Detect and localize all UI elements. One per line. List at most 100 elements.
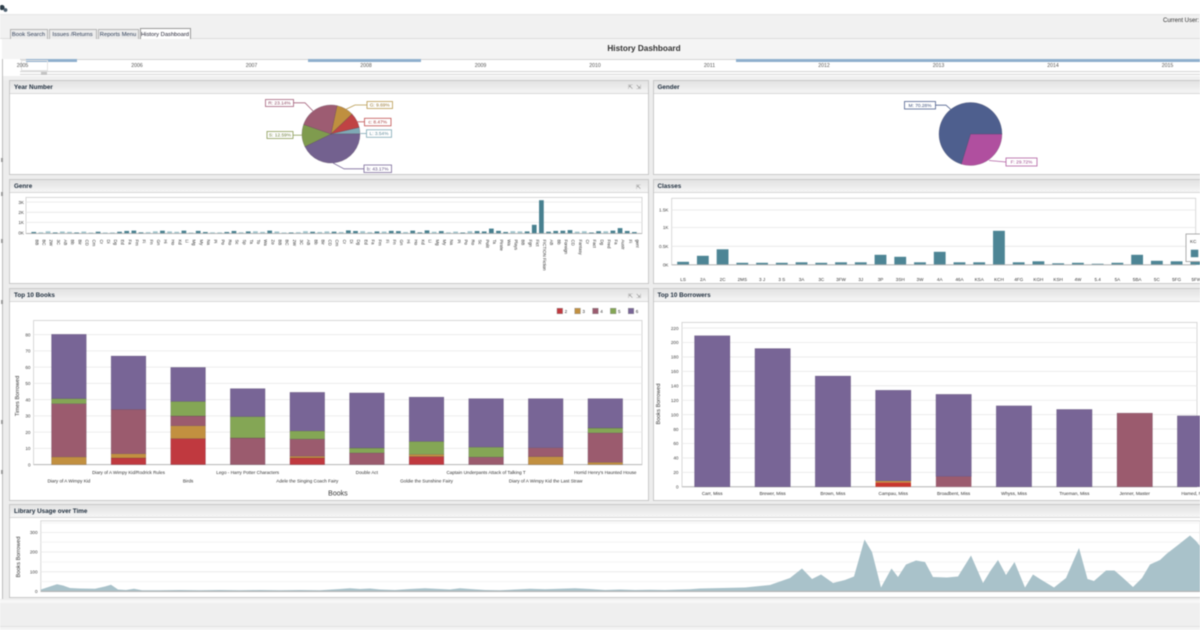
svg-text:4A: 4A — [937, 277, 944, 282]
svg-text:BB: BB — [521, 240, 526, 246]
svg-text:Gn: Gn — [156, 240, 161, 246]
svg-text:Diary of A Wimpy Kid/Rodrick R: Diary of A Wimpy Kid/Rodrick Rules — [92, 470, 165, 475]
svg-text:Campau, Miss: Campau, Miss — [879, 491, 909, 496]
svg-text:5: 5 — [618, 309, 621, 314]
svg-text:Cm: Cm — [335, 240, 340, 247]
svg-text:50: 50 — [25, 381, 31, 386]
svg-text:Horrid Henry's Haunted House: Horrid Henry's Haunted House — [574, 470, 637, 475]
svg-text:Dg: Dg — [113, 240, 118, 246]
svg-text:Trueman, Miss: Trueman, Miss — [1059, 491, 1090, 496]
svg-text:Fi: Fi — [628, 240, 633, 244]
svg-text:20: 20 — [25, 430, 31, 435]
svg-text:Gn: Gn — [399, 240, 404, 246]
svg-text:Bb: Bb — [556, 240, 561, 246]
svg-text:Books Borrowed: Books Borrowed — [16, 536, 22, 577]
svg-text:Fa: Fa — [370, 240, 375, 246]
svg-text:4: 4 — [600, 309, 603, 314]
svg-text:5A: 5A — [1115, 277, 1122, 282]
svg-text:2W: 2W — [292, 240, 297, 247]
svg-text:3C: 3C — [299, 240, 304, 246]
svg-text:Diary of A Wimpy Kid the Last: Diary of A Wimpy Kid the Last Straw — [509, 479, 583, 484]
svg-text:3 S: 3 S — [778, 277, 785, 282]
svg-text:Fa: Fa — [127, 240, 132, 246]
svg-text:S: 12.59%: S: 12.59% — [269, 133, 292, 139]
svg-text:L: 3.54%: L: 3.54% — [370, 131, 390, 137]
svg-text:Mg: Mg — [435, 240, 440, 247]
svg-text:140: 140 — [671, 383, 679, 388]
svg-text:Bb: Bb — [313, 240, 318, 246]
svg-text:180: 180 — [671, 355, 679, 360]
svg-text:Dg: Dg — [356, 240, 361, 246]
svg-text:CD: CD — [571, 240, 576, 246]
svg-text:Fi: Fi — [142, 240, 147, 244]
svg-text:Hi: Hi — [406, 240, 411, 244]
svg-text:Sp: Sp — [242, 240, 247, 246]
svg-text:Ho: Ho — [413, 240, 418, 246]
svg-text:3 J: 3 J — [759, 277, 765, 282]
svg-text:200: 200 — [30, 550, 38, 555]
svg-text:Wa: Wa — [263, 240, 268, 247]
svg-text:To: To — [256, 240, 261, 245]
svg-text:3FW: 3FW — [836, 277, 846, 282]
svg-text:60: 60 — [673, 441, 679, 446]
svg-text:Goldie the Sunshine Fairy: Goldie the Sunshine Fairy — [400, 479, 454, 484]
svg-text:Hamed, Mast: Hamed, Mast — [1181, 491, 1200, 496]
svg-text:Fm: Fm — [135, 240, 140, 247]
svg-text:Brewer, Miss: Brewer, Miss — [759, 491, 786, 496]
svg-text:2K: 2K — [18, 210, 25, 215]
svg-text:30: 30 — [25, 414, 31, 419]
svg-text:Austr: Austr — [621, 240, 626, 251]
svg-text:Ta: Ta — [249, 240, 254, 245]
svg-text:0K: 0K — [663, 263, 670, 268]
svg-text:Kd: Kd — [177, 240, 182, 246]
svg-text:Na: Na — [206, 240, 211, 246]
svg-text:BB: BB — [278, 240, 283, 246]
svg-text:2C: 2C — [720, 277, 727, 282]
svg-text:0K: 0K — [18, 230, 25, 235]
svg-text:2: 2 — [565, 309, 568, 314]
svg-text:Books Borrowed: Books Borrowed — [656, 383, 662, 424]
svg-text:70: 70 — [25, 349, 31, 354]
svg-text:80: 80 — [673, 427, 679, 432]
svg-text:G: 9.69%: G: 9.69% — [370, 103, 391, 109]
svg-text:Di: Di — [349, 240, 354, 244]
svg-text:3C: 3C — [818, 277, 825, 282]
svg-text:AB: AB — [549, 240, 554, 246]
svg-text:My: My — [199, 240, 204, 247]
svg-text:Fict: Fict — [535, 240, 540, 248]
svg-text:0: 0 — [28, 462, 31, 467]
svg-text:3W: 3W — [917, 277, 925, 282]
svg-text:2MS: 2MS — [738, 277, 747, 282]
svg-text:BB: BB — [34, 240, 39, 246]
svg-text:0: 0 — [35, 589, 38, 594]
svg-text:Foreign: Foreign — [564, 240, 569, 255]
svg-text:R: 23.14%: R: 23.14% — [268, 101, 291, 107]
svg-text:FICTION Fiction: FICTION Fiction — [542, 240, 547, 272]
svg-text:Jenner, Master: Jenner, Master — [1120, 491, 1151, 496]
svg-text:Ho: Ho — [170, 240, 175, 246]
svg-text:c: 8.47%: c: 8.47% — [368, 120, 387, 126]
svg-text:40: 40 — [673, 456, 679, 461]
svg-text:Dg: Dg — [599, 240, 604, 246]
svg-text:Cr: Cr — [585, 240, 590, 245]
svg-text:Di: Di — [106, 240, 111, 244]
svg-text:b: 43.17%: b: 43.17% — [367, 166, 389, 172]
svg-text:F: 29.72%: F: 29.72% — [1011, 160, 1034, 166]
svg-text:2W: 2W — [49, 240, 54, 247]
svg-text:Hi: Hi — [163, 240, 168, 244]
svg-text:Po: Po — [463, 240, 468, 246]
svg-text:Cm: Cm — [92, 240, 97, 247]
svg-text:Broadbent, Miss: Broadbent, Miss — [937, 491, 971, 496]
svg-text:3C: 3C — [56, 240, 61, 246]
svg-text:Fi: Fi — [385, 240, 390, 244]
svg-text:Captain Underpants Attack of T: Captain Underpants Attack of Talking T — [446, 470, 525, 475]
svg-text:Fa: Fa — [614, 240, 619, 246]
svg-text:Bir: Bir — [320, 240, 325, 246]
svg-text:Ta: Ta — [492, 240, 497, 245]
svg-text:Bir: Bir — [77, 240, 82, 246]
svg-text:2A: 2A — [700, 277, 707, 282]
svg-text:BC: BC — [42, 240, 47, 246]
svg-text:Cr: Cr — [99, 240, 104, 245]
svg-text:100: 100 — [30, 570, 38, 575]
svg-text:20: 20 — [673, 470, 679, 475]
